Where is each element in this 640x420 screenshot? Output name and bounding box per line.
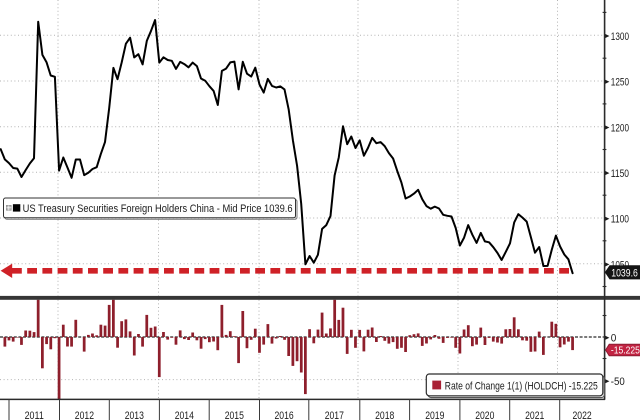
svg-text:2021: 2021 [525, 410, 544, 420]
svg-text:2018: 2018 [375, 410, 394, 420]
svg-text:-50: -50 [611, 376, 625, 388]
svg-text:Rate of Change 1(1) (HOLDCH) -: Rate of Change 1(1) (HOLDCH) -15.225 [445, 381, 598, 393]
svg-text:US Treasury Securities Foreign: US Treasury Securities Foreign Holders C… [23, 203, 293, 215]
svg-text:-15.225: -15.225 [611, 346, 640, 357]
svg-text:2015: 2015 [225, 410, 244, 420]
svg-text:0: 0 [611, 333, 617, 345]
svg-text:2014: 2014 [175, 410, 194, 420]
svg-text:2017: 2017 [325, 410, 344, 420]
svg-text:2022: 2022 [573, 410, 592, 420]
svg-text:1300: 1300 [611, 31, 629, 43]
svg-text:2020: 2020 [475, 410, 494, 420]
svg-text:1100: 1100 [611, 214, 629, 226]
svg-text:2016: 2016 [275, 410, 294, 420]
svg-text:2011: 2011 [25, 410, 44, 420]
svg-text:1039.6: 1039.6 [611, 267, 638, 279]
svg-text:1150: 1150 [611, 168, 629, 180]
svg-text:1250: 1250 [611, 77, 629, 89]
svg-text:2019: 2019 [425, 410, 444, 420]
svg-text:2013: 2013 [125, 410, 144, 420]
svg-text:2012: 2012 [75, 410, 94, 420]
svg-text:1200: 1200 [611, 122, 629, 134]
